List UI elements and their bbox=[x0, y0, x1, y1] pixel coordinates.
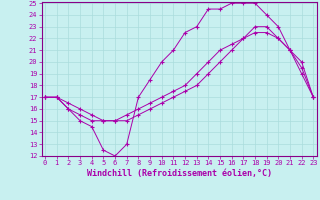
X-axis label: Windchill (Refroidissement éolien,°C): Windchill (Refroidissement éolien,°C) bbox=[87, 169, 272, 178]
